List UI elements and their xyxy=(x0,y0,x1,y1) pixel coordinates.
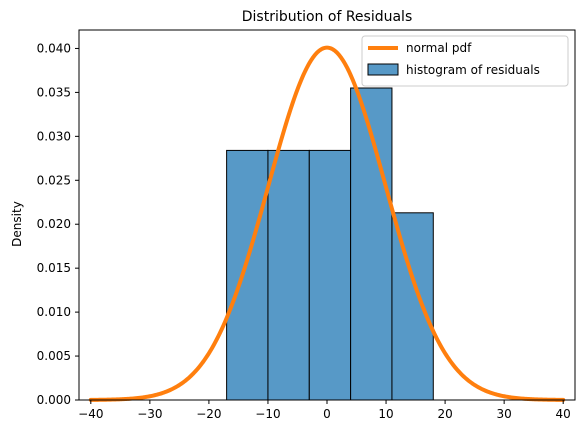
y-tick-label: 0.020 xyxy=(37,217,71,231)
y-axis-label: Density xyxy=(10,201,24,247)
y-tick-label: 0.010 xyxy=(37,305,71,319)
x-tick-label: 40 xyxy=(556,407,571,421)
x-tick-label: 10 xyxy=(378,407,393,421)
legend-swatch-histogram xyxy=(367,63,399,76)
y-tick-label: 0.015 xyxy=(37,261,71,275)
y-tick-label: 0.035 xyxy=(37,85,71,99)
x-tick-label: 30 xyxy=(497,407,512,421)
y-tick-label: 0.005 xyxy=(37,349,71,363)
y-tick-label: 0.040 xyxy=(37,41,71,55)
x-tick-label: −40 xyxy=(78,407,103,421)
chart-title: Distribution of Residuals xyxy=(242,9,413,25)
legend-label-normal-pdf: normal pdf xyxy=(406,41,472,55)
plot-area xyxy=(88,45,566,402)
y-tick-label: 0.000 xyxy=(37,393,71,407)
x-tick-label: −20 xyxy=(196,407,221,421)
legend: normal pdf histogram of residuals xyxy=(361,35,569,87)
axes: −40 −30 −20 −10 0 10 20 30 40 0.000 0.005 0.010 0.01… xyxy=(37,29,576,421)
histogram-bar-2 xyxy=(267,149,310,401)
x-tick-label: −30 xyxy=(137,407,162,421)
histogram-bar-1 xyxy=(226,149,269,401)
normal-pdf-line xyxy=(88,45,566,402)
histogram-bar-3 xyxy=(308,149,352,401)
y-tick-label: 0.025 xyxy=(37,173,71,187)
y-tick-label: 0.030 xyxy=(37,129,71,143)
x-tick-label: 20 xyxy=(437,407,452,421)
legend-box xyxy=(361,35,569,87)
legend-label-histogram: histogram of residuals xyxy=(406,63,540,77)
histogram-bar-5 xyxy=(391,212,434,401)
x-tick-label: −10 xyxy=(255,407,280,421)
x-tick-label: 0 xyxy=(323,407,331,421)
